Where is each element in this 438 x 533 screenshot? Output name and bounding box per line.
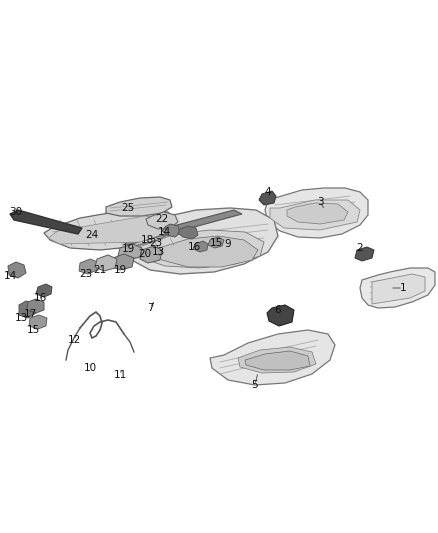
Polygon shape — [146, 212, 178, 229]
Polygon shape — [29, 315, 47, 329]
Polygon shape — [150, 236, 258, 267]
Text: 4: 4 — [265, 187, 271, 197]
Polygon shape — [48, 216, 168, 244]
Text: 20: 20 — [138, 249, 152, 259]
Text: 17: 17 — [23, 309, 37, 319]
Text: 9: 9 — [225, 239, 231, 249]
Text: 22: 22 — [155, 214, 169, 224]
Polygon shape — [208, 237, 224, 248]
Polygon shape — [360, 268, 435, 308]
Text: 25: 25 — [121, 203, 134, 213]
Polygon shape — [106, 197, 172, 216]
Text: 15: 15 — [26, 325, 39, 335]
Polygon shape — [134, 230, 264, 268]
Polygon shape — [355, 247, 374, 261]
Polygon shape — [118, 208, 278, 274]
Polygon shape — [372, 274, 425, 304]
Polygon shape — [245, 351, 310, 370]
Polygon shape — [259, 191, 276, 205]
Text: 21: 21 — [93, 265, 106, 275]
Text: 16: 16 — [33, 293, 46, 303]
Text: 11: 11 — [113, 370, 127, 380]
Polygon shape — [162, 224, 180, 237]
Polygon shape — [10, 210, 82, 234]
Polygon shape — [110, 254, 134, 270]
Text: 6: 6 — [275, 305, 281, 315]
Polygon shape — [27, 299, 44, 313]
Polygon shape — [178, 226, 198, 239]
Text: 18: 18 — [140, 235, 154, 245]
Text: 1: 1 — [400, 283, 406, 293]
Text: 12: 12 — [67, 335, 81, 345]
Polygon shape — [118, 244, 142, 260]
Polygon shape — [210, 330, 335, 385]
Polygon shape — [140, 246, 162, 263]
Text: 13: 13 — [152, 247, 165, 257]
Polygon shape — [19, 301, 36, 318]
Text: 30: 30 — [10, 207, 23, 217]
Text: 14: 14 — [4, 271, 17, 281]
Polygon shape — [193, 241, 208, 252]
Polygon shape — [270, 200, 360, 230]
Text: 14: 14 — [157, 227, 171, 237]
Polygon shape — [120, 210, 242, 245]
Polygon shape — [265, 188, 368, 238]
Text: 2: 2 — [357, 243, 363, 253]
Text: 23: 23 — [149, 238, 162, 248]
Text: 13: 13 — [14, 313, 28, 323]
Text: 24: 24 — [85, 230, 99, 240]
Text: 15: 15 — [209, 238, 223, 248]
Polygon shape — [267, 305, 294, 326]
Text: 19: 19 — [113, 265, 127, 275]
Polygon shape — [238, 347, 316, 373]
Text: 5: 5 — [252, 380, 258, 390]
Polygon shape — [95, 255, 117, 271]
Text: 23: 23 — [79, 269, 92, 279]
Text: 19: 19 — [121, 244, 134, 254]
Polygon shape — [44, 210, 175, 250]
Polygon shape — [79, 259, 98, 274]
Text: 3: 3 — [317, 197, 323, 207]
Text: 7: 7 — [147, 303, 153, 313]
Text: 10: 10 — [83, 363, 96, 373]
Polygon shape — [8, 262, 26, 278]
Polygon shape — [287, 203, 348, 224]
Text: 16: 16 — [187, 242, 201, 252]
Polygon shape — [36, 284, 52, 297]
